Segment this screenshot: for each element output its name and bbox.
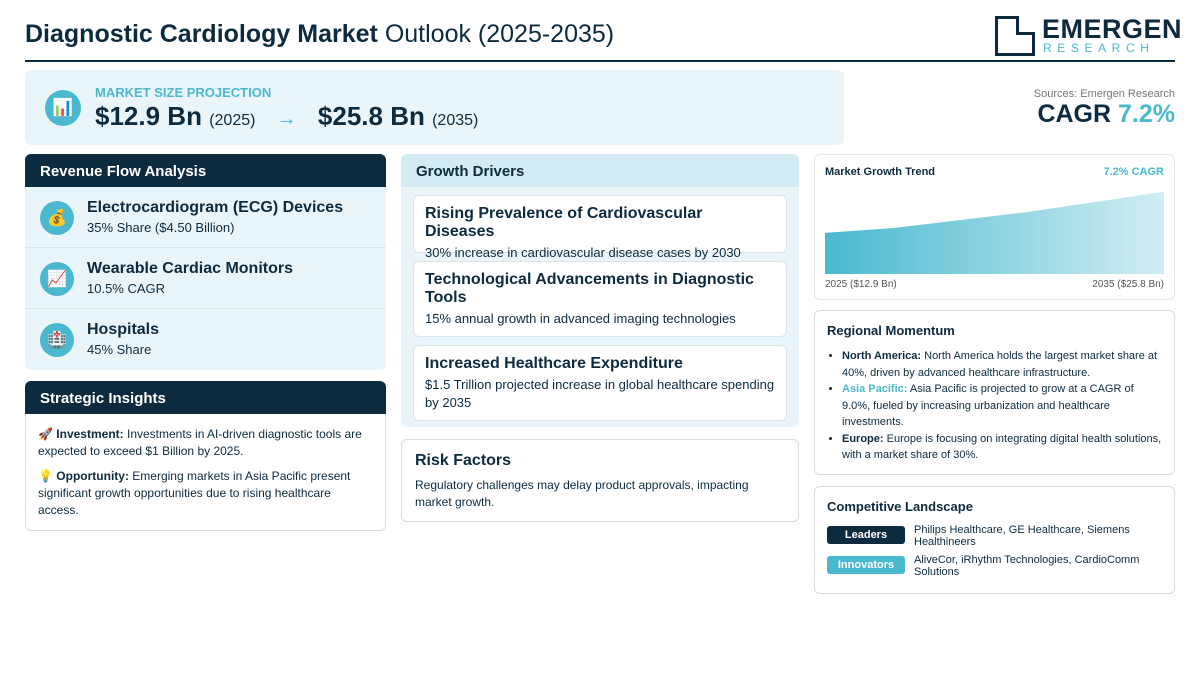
risk-factors-text: Regulatory challenges may delay product … [415, 478, 749, 509]
title-bold: Diagnostic Cardiology Market [25, 20, 378, 48]
revenue-item-sub: 35% Share ($4.50 Billion) [87, 220, 235, 235]
page-header: Diagnostic Cardiology Market Outlook (20… [25, 12, 1182, 62]
opportunity-label: Opportunity: [56, 469, 129, 483]
revenue-item-title: Wearable Cardiac Monitors [87, 260, 293, 277]
leaders-row: Leaders Philips Healthcare, GE Healthcar… [827, 524, 1162, 554]
logo-mark-icon [995, 16, 1035, 56]
revenue-item-title: Hospitals [87, 321, 160, 338]
region-text: North America holds the largest market s… [842, 350, 1158, 379]
bar-chart-icon: 📊 [45, 90, 81, 126]
end-value: $25.8 Bn [317, 101, 425, 131]
strategic-insights-body: 🚀 Investment: Investments in AI-driven d… [26, 414, 385, 539]
driver-title: Rising Prevalence of Cardiovascular Dise… [425, 205, 703, 240]
leaders-badge: Leaders [827, 526, 905, 544]
innovators-badge: Innovators [827, 556, 905, 574]
innovators-names: AliveCor, iRhythm Technologies, CardioCo… [914, 554, 1140, 578]
investment-label: Investment: [56, 427, 124, 441]
trend-title: Market Growth Trend [825, 166, 936, 178]
logo-word-research: RESEARCH [1043, 41, 1155, 55]
growth-area [825, 191, 1164, 274]
regional-momentum-title: Regional Momentum [827, 323, 955, 338]
opportunity-insight: 💡 Opportunity: Emerging markets in Asia … [38, 468, 373, 519]
revenue-item-ecg: 💰 Electrocardiogram (ECG) Devices 35% Sh… [25, 187, 386, 248]
revenue-item-sub: 10.5% CAGR [87, 281, 166, 296]
cagr-headline: CAGR 7.2% [1037, 100, 1175, 129]
trend-x-end-label: 2035 ($25.8 Bn) [1092, 279, 1164, 290]
projection-values: $12.9 Bn (2025) → $25.8 Bn (2035) [95, 101, 478, 132]
risk-factors-title: Risk Factors [415, 452, 512, 469]
competitive-landscape-panel: Competitive Landscape Leaders Philips He… [814, 486, 1175, 594]
driver-card: Rising Prevalence of Cardiovascular Dise… [413, 195, 787, 260]
strategic-insights-panel: Strategic Insights 🚀 Investment: Investm… [25, 381, 386, 531]
arrow-right-icon: → [276, 108, 297, 130]
revenue-item-wearables: 📈 Wearable Cardiac Monitors 10.5% CAGR [25, 248, 386, 309]
lightbulb-icon: 💡 [38, 469, 53, 483]
sources-note: Sources: Emergen Research [1033, 88, 1175, 100]
driver-sub: $1.5 Trillion projected increase in glob… [425, 377, 775, 410]
region-item-north-america: North America: North America holds the l… [842, 348, 1162, 381]
strategic-insights-title: Strategic Insights [25, 381, 386, 414]
investment-insight: 🚀 Investment: Investments in AI-driven d… [38, 426, 373, 460]
region-item-asia-pacific: Asia Pacific: Asia Pacific is projected … [842, 381, 1162, 431]
region-text: Europe is focusing on integrating digita… [842, 432, 1162, 462]
driver-title: Technological Advancements in Diagnostic… [425, 271, 754, 306]
money-bag-icon: 💰 [40, 201, 74, 235]
growth-drivers-title: Growth Drivers [401, 154, 799, 187]
cagr-label: CAGR [1037, 100, 1112, 128]
regional-list: North America: North America holds the l… [827, 348, 1162, 464]
trend-chart-icon: 📈 [40, 262, 74, 296]
end-year: (2035) [432, 112, 479, 129]
opportunity-text: Emerging markets in Asia Pacific present… [38, 469, 351, 517]
driver-card: Technological Advancements in Diagnostic… [413, 261, 787, 337]
start-value: $12.9 Bn [95, 101, 202, 131]
logo-word-emergen: EMERGEN [1042, 14, 1183, 44]
driver-card: Increased Healthcare Expenditure $1.5 Tr… [413, 345, 787, 421]
leaders-names: Philips Healthcare, GE Healthcare, Sieme… [914, 524, 1130, 548]
rocket-icon: 🚀 [38, 427, 53, 441]
revenue-item-sub: 45% Share [87, 342, 152, 357]
growth-drivers-panel: Growth Drivers Rising Prevalence of Card… [401, 154, 799, 427]
revenue-flow-title: Revenue Flow Analysis [25, 154, 386, 187]
page-title: Diagnostic Cardiology Market Outlook (20… [25, 20, 614, 49]
driver-sub: 30% increase in cardiovascular disease c… [425, 245, 741, 260]
competitive-landscape-title: Competitive Landscape [827, 499, 973, 514]
projection-label: MARKET SIZE PROJECTION [95, 85, 272, 100]
revenue-item-title: Electrocardiogram (ECG) Devices [87, 199, 344, 216]
hospital-icon: 🏥 [40, 323, 74, 357]
emergen-logo: EMERGEN RESEARCH [995, 14, 1182, 56]
driver-sub: 15% annual growth in advanced imaging te… [425, 311, 736, 326]
region-item-europe: Europe: Europe is focusing on integratin… [842, 431, 1162, 464]
risk-factors-panel: Risk Factors Regulatory challenges may d… [401, 439, 799, 522]
title-rest: Outlook (2025-2035) [384, 20, 615, 48]
regional-momentum-panel: Regional Momentum North America: North A… [814, 310, 1175, 475]
start-year: (2025) [209, 112, 256, 129]
region-name: Asia Pacific: [842, 383, 908, 395]
investment-text: Investments in AI-driven diagnostic tool… [38, 427, 362, 458]
market-growth-trend-panel: Market Growth Trend 7.2% CAGR 2025 ($12.… [814, 154, 1175, 300]
growth-area-chart [825, 191, 1164, 274]
driver-title: Increased Healthcare Expenditure [425, 355, 683, 372]
revenue-flow-panel: Revenue Flow Analysis 💰 Electrocardiogra… [25, 154, 386, 370]
cagr-value: 7.2% [1118, 100, 1175, 128]
market-size-projection: 📊 MARKET SIZE PROJECTION $12.9 Bn (2025)… [25, 70, 844, 145]
innovators-row: Innovators AliveCor, iRhythm Technologie… [827, 554, 1162, 584]
trend-cagr-label: 7.2% CAGR [1103, 166, 1164, 178]
region-text: Asia Pacific is projected to grow at a C… [842, 383, 1134, 428]
trend-x-start-label: 2025 ($12.9 Bn) [825, 279, 897, 290]
revenue-item-hospitals: 🏥 Hospitals 45% Share [25, 309, 386, 370]
region-name: North America: [842, 350, 922, 362]
region-name: Europe: [842, 432, 884, 445]
